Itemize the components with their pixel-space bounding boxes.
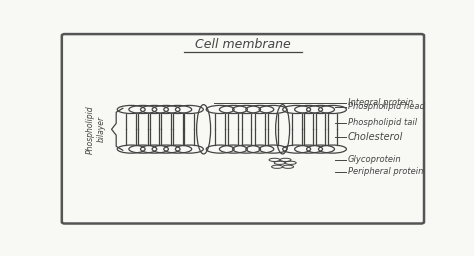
Text: Glycoprotein: Glycoprotein [347,155,401,164]
Text: Cell membrane: Cell membrane [195,38,291,51]
Text: Cholesterol: Cholesterol [347,132,403,142]
Text: Phospholipid tail: Phospholipid tail [347,118,417,127]
Text: Integral protein: Integral protein [347,98,413,107]
FancyBboxPatch shape [62,34,424,223]
Text: Phospholipid head: Phospholipid head [347,102,425,111]
Text: Peripheral protein: Peripheral protein [347,167,423,176]
Text: Phospholipid
bilayer: Phospholipid bilayer [86,105,106,154]
